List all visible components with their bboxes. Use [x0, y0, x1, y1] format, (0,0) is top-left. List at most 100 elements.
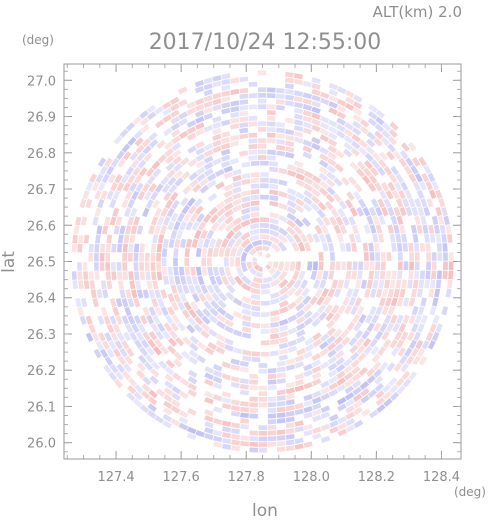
radar-bin: [267, 155, 277, 161]
radar-bin: [240, 282, 252, 292]
radar-bin: [426, 252, 431, 261]
radar-bin: [285, 140, 295, 147]
radar-bin: [249, 373, 258, 380]
radar-bin: [344, 304, 353, 315]
radar-bin: [328, 82, 339, 91]
radar-bin: [390, 297, 398, 307]
radar-bin: [267, 379, 277, 385]
radar-bin: [195, 140, 205, 149]
radar-bin: [178, 130, 189, 140]
radar-bin: [203, 300, 213, 311]
radar-bin: [166, 344, 177, 355]
radar-bin: [259, 217, 270, 223]
radar-bin: [437, 215, 445, 225]
radar-bin: [230, 358, 240, 366]
radar-bin: [316, 296, 325, 306]
radar-bin: [344, 392, 355, 401]
radar-bin: [285, 387, 296, 394]
radar-bin: [302, 145, 313, 153]
radar-bin: [162, 238, 169, 249]
radar-bin: [110, 157, 120, 168]
radar-bin: [168, 275, 175, 285]
x-tick-label: 127.4: [97, 470, 134, 485]
radar-bin: [373, 137, 383, 147]
radar-bin: [408, 198, 416, 208]
radar-bin: [227, 237, 236, 248]
radar-bin: [418, 279, 425, 289]
radar-bin: [337, 403, 347, 412]
radar-bin: [88, 271, 94, 281]
radar-bin: [157, 297, 165, 308]
radar-bin: [133, 298, 141, 308]
radar-bin: [374, 123, 385, 133]
radar-bin: [82, 190, 90, 200]
radar-bin: [224, 344, 234, 352]
radar-bin: [335, 149, 345, 159]
radar-bin: [204, 427, 214, 435]
radar-bin: [267, 110, 276, 116]
radar-bin: [194, 116, 205, 124]
radar-bin: [408, 270, 414, 280]
radar-bin: [186, 197, 196, 207]
radar-bin: [203, 100, 213, 109]
radar-bin: [124, 190, 133, 201]
radar-bin: [402, 198, 410, 208]
radar-bin: [112, 207, 120, 217]
radar-bin: [186, 132, 197, 141]
radar-bin: [242, 349, 252, 356]
radar-bin: [258, 363, 268, 368]
radar-bin: [142, 306, 150, 317]
radar-bin: [141, 182, 151, 193]
radar-bin: [182, 284, 190, 295]
radar-bin: [352, 288, 360, 298]
radar-bin: [351, 133, 361, 143]
radar-bin: [396, 385, 406, 395]
radar-bin: [420, 297, 427, 307]
radar-bin: [260, 351, 270, 357]
radar-bin: [344, 102, 355, 111]
radar-bin: [206, 284, 215, 295]
radar-bin: [397, 252, 403, 261]
radar-bin: [171, 314, 181, 324]
radar-bin: [354, 279, 362, 289]
radar-bin: [366, 131, 377, 141]
radar-bin: [270, 278, 281, 288]
radar-bin: [260, 311, 270, 317]
radar-bin: [220, 160, 231, 169]
radar-bin: [278, 293, 289, 302]
radar-bin: [224, 325, 234, 334]
radar-bin: [379, 151, 389, 161]
radar-bin: [73, 225, 80, 235]
radar-bin: [230, 100, 240, 107]
radar-bin: [150, 368, 160, 378]
radar-bin: [187, 145, 197, 154]
radar-bin: [162, 114, 172, 123]
radar-bin: [306, 233, 315, 243]
radar-bin: [260, 323, 270, 329]
radar-bin: [351, 313, 361, 324]
radar-bin: [207, 328, 218, 338]
radar-bin: [115, 150, 125, 161]
radar-bin: [240, 262, 248, 273]
radar-bin: [294, 408, 304, 416]
radar-bin: [318, 166, 329, 175]
radar-bin: [380, 261, 386, 271]
radar-bin: [320, 380, 330, 389]
radar-bin: [303, 363, 313, 372]
radar-bin: [164, 199, 174, 210]
radar-bin: [362, 242, 369, 252]
radar-bin: [406, 331, 415, 342]
radar-bin: [250, 211, 260, 218]
radar-bin: [212, 104, 222, 112]
radar-bin: [296, 348, 306, 356]
radar-bin: [148, 131, 158, 141]
radar-bin: [139, 271, 146, 281]
radar-bin: [319, 279, 327, 290]
radar-bin: [119, 347, 128, 358]
radar-bin: [156, 243, 163, 253]
radar-bin: [209, 238, 217, 248]
radar-bin: [95, 340, 104, 351]
radar-bin: [250, 299, 261, 306]
radar-bin: [312, 233, 321, 243]
radar-bin: [110, 262, 116, 271]
